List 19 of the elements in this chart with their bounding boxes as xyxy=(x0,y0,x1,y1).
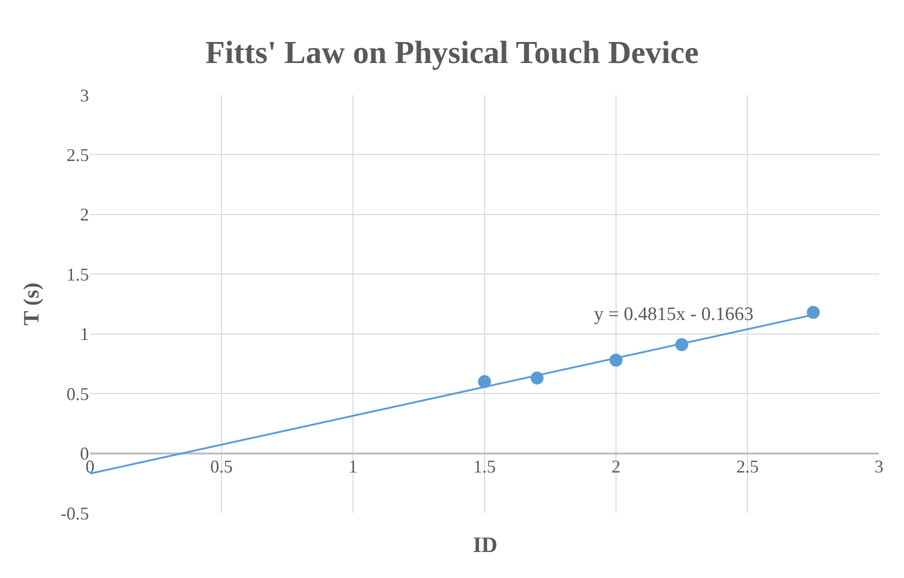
y-tick-label: 1.5 xyxy=(66,264,89,284)
x-tick-label: 3 xyxy=(874,456,884,476)
point xyxy=(478,375,491,388)
x-tick-label: 0.5 xyxy=(210,456,233,476)
y-tick-label: 1 xyxy=(80,324,89,344)
y-axis-title: T (s) xyxy=(18,282,44,326)
y-tick-label: 2 xyxy=(80,204,89,225)
y-tick-label: 3 xyxy=(80,85,89,106)
y-tick-label: 2.5 xyxy=(66,145,89,166)
chart-title: Fitts' Law on Physical Touch Device xyxy=(205,34,699,70)
y-tick-label: -0.5 xyxy=(60,503,89,524)
x-tick-label: 2.5 xyxy=(736,456,759,476)
x-axis-title: ID xyxy=(473,532,498,557)
point xyxy=(806,306,820,319)
x-tick-label: 1 xyxy=(348,456,358,476)
y-tick-label: 0.5 xyxy=(66,384,89,404)
annotation: y = 0.4815x - 0.1663 xyxy=(594,304,754,325)
x-tick-label: 2 xyxy=(612,456,620,476)
x-tick-label: 1.5 xyxy=(473,456,496,476)
